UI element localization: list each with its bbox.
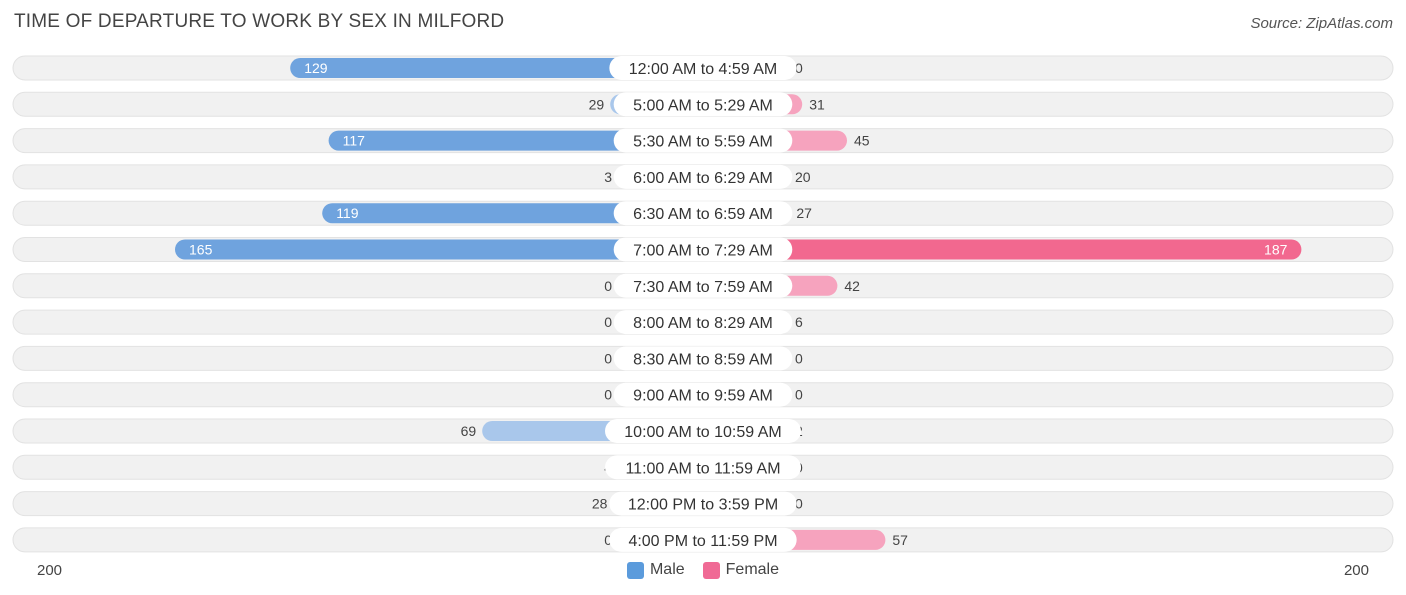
category-label-background xyxy=(613,237,793,262)
legend-item-female[interactable]: Female xyxy=(702,561,780,579)
male-value-label: 0 xyxy=(604,314,612,330)
female-value-label: 31 xyxy=(809,96,825,112)
category-label-background xyxy=(609,527,797,552)
category-label: 9:00 AM to 9:59 AM xyxy=(633,388,773,405)
male-value-label: 0 xyxy=(604,532,612,548)
male-value-label: 0 xyxy=(604,350,612,366)
male-value-label: 129 xyxy=(304,60,328,76)
female-value-label: 0 xyxy=(795,350,803,366)
category-label: 8:30 AM to 8:59 AM xyxy=(633,351,773,368)
category-label-background xyxy=(613,273,793,298)
male-value-label: 69 xyxy=(461,423,477,439)
category-label: 8:00 AM to 8:29 AM xyxy=(633,315,773,332)
male-bar xyxy=(290,58,703,78)
category-label: 11:00 AM to 11:59 AM xyxy=(625,460,780,477)
category-label: 7:30 AM to 7:59 AM xyxy=(633,279,773,296)
category-label-background xyxy=(613,310,793,335)
female-value-label: 45 xyxy=(854,133,870,149)
female-value-label: 0 xyxy=(795,387,803,403)
female-value-label: 6 xyxy=(795,314,803,330)
category-label-background xyxy=(613,92,793,117)
female-value-label: 0 xyxy=(795,496,803,512)
category-label: 7:00 AM to 7:29 AM xyxy=(633,243,773,260)
category-label-background xyxy=(613,164,793,189)
legend-swatch-female xyxy=(702,561,720,579)
legend-label-female: Female xyxy=(725,561,780,578)
category-label-background xyxy=(613,346,793,371)
female-value-label: 42 xyxy=(844,278,860,294)
female-value-label: 20 xyxy=(795,169,811,185)
legend-label-male: Male xyxy=(649,561,685,578)
diverging-bar-chart: 129 0 12:00 AM to 4:59 AM 29 31 5:00 AM to 5:… xyxy=(12,55,1394,553)
category-label: 12:00 AM to 4:59 AM xyxy=(629,61,778,78)
category-label-background xyxy=(605,419,801,443)
category-label: 5:30 AM to 5:59 AM xyxy=(633,134,773,151)
female-value-label: 57 xyxy=(892,532,908,548)
male-value-label: 3 xyxy=(604,169,612,185)
female-value-label: 27 xyxy=(796,205,812,221)
category-label: 12:00 PM to 3:59 PM xyxy=(628,497,778,514)
male-value-label: 28 xyxy=(592,496,608,512)
male-value-label: 119 xyxy=(336,205,359,221)
male-value-label: 29 xyxy=(589,96,605,112)
category-label-background xyxy=(605,455,801,480)
female-bar xyxy=(703,239,1302,260)
category-label: 4:00 PM to 11:59 PM xyxy=(628,533,777,550)
category-label: 6:00 AM to 6:29 AM xyxy=(633,170,773,187)
category-label: 6:30 AM to 6:59 AM xyxy=(633,206,773,223)
category-label-background xyxy=(609,56,797,80)
male-value-label: 0 xyxy=(604,278,612,294)
legend: Male Female xyxy=(0,561,1406,579)
legend-item-male[interactable]: Male xyxy=(626,561,685,579)
male-value-label: 165 xyxy=(189,242,213,258)
male-bar xyxy=(322,203,703,224)
male-bar xyxy=(175,239,703,260)
male-value-label: 0 xyxy=(604,387,612,403)
axis-left-label: 200 xyxy=(37,562,63,579)
male-value-label: 117 xyxy=(343,133,366,149)
male-bar xyxy=(328,130,703,151)
category-label-background xyxy=(613,382,793,407)
female-value-label: 187 xyxy=(1264,242,1288,258)
chart-title: TIME OF DEPARTURE TO WORK BY SEX IN MILF… xyxy=(14,11,505,32)
category-label-background xyxy=(613,201,793,226)
legend-swatch-male xyxy=(626,561,644,579)
female-value-label: 0 xyxy=(795,60,803,76)
source-label: Source: ZipAtlas.com xyxy=(1250,15,1393,32)
category-label-background xyxy=(613,128,793,153)
category-label: 10:00 AM to 10:59 AM xyxy=(624,424,781,441)
axis-right-label: 200 xyxy=(1343,562,1369,579)
category-label: 5:00 AM to 5:29 AM xyxy=(633,97,773,114)
category-label-background xyxy=(609,491,797,516)
